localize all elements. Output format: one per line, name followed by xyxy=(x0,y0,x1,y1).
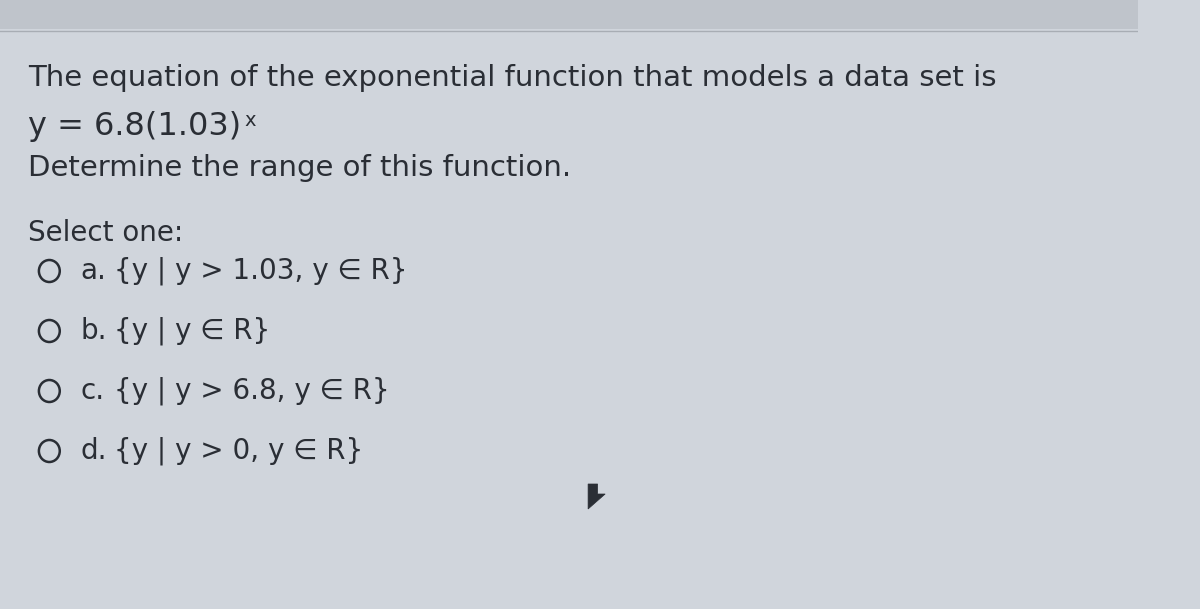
Polygon shape xyxy=(588,484,605,509)
Text: Select one:: Select one: xyxy=(29,219,184,247)
Text: Determine the range of this function.: Determine the range of this function. xyxy=(29,154,571,182)
Text: {y | y > 1.03, y ∈ R}: {y | y > 1.03, y ∈ R} xyxy=(114,257,407,285)
Text: {y | y ∈ R}: {y | y ∈ R} xyxy=(114,317,270,345)
Text: {y | y > 0, y ∈ R}: {y | y > 0, y ∈ R} xyxy=(114,437,364,465)
Text: d.: d. xyxy=(80,437,107,465)
Text: x: x xyxy=(245,111,257,130)
Text: y = 6.8(1.03): y = 6.8(1.03) xyxy=(29,111,241,142)
Text: a.: a. xyxy=(80,257,107,285)
Text: b.: b. xyxy=(80,317,107,345)
Bar xyxy=(0,0,1139,29)
Text: {y | y > 6.8, y ∈ R}: {y | y > 6.8, y ∈ R} xyxy=(114,377,390,405)
Text: The equation of the exponential function that models a data set is: The equation of the exponential function… xyxy=(29,64,997,92)
Text: c.: c. xyxy=(80,377,104,405)
